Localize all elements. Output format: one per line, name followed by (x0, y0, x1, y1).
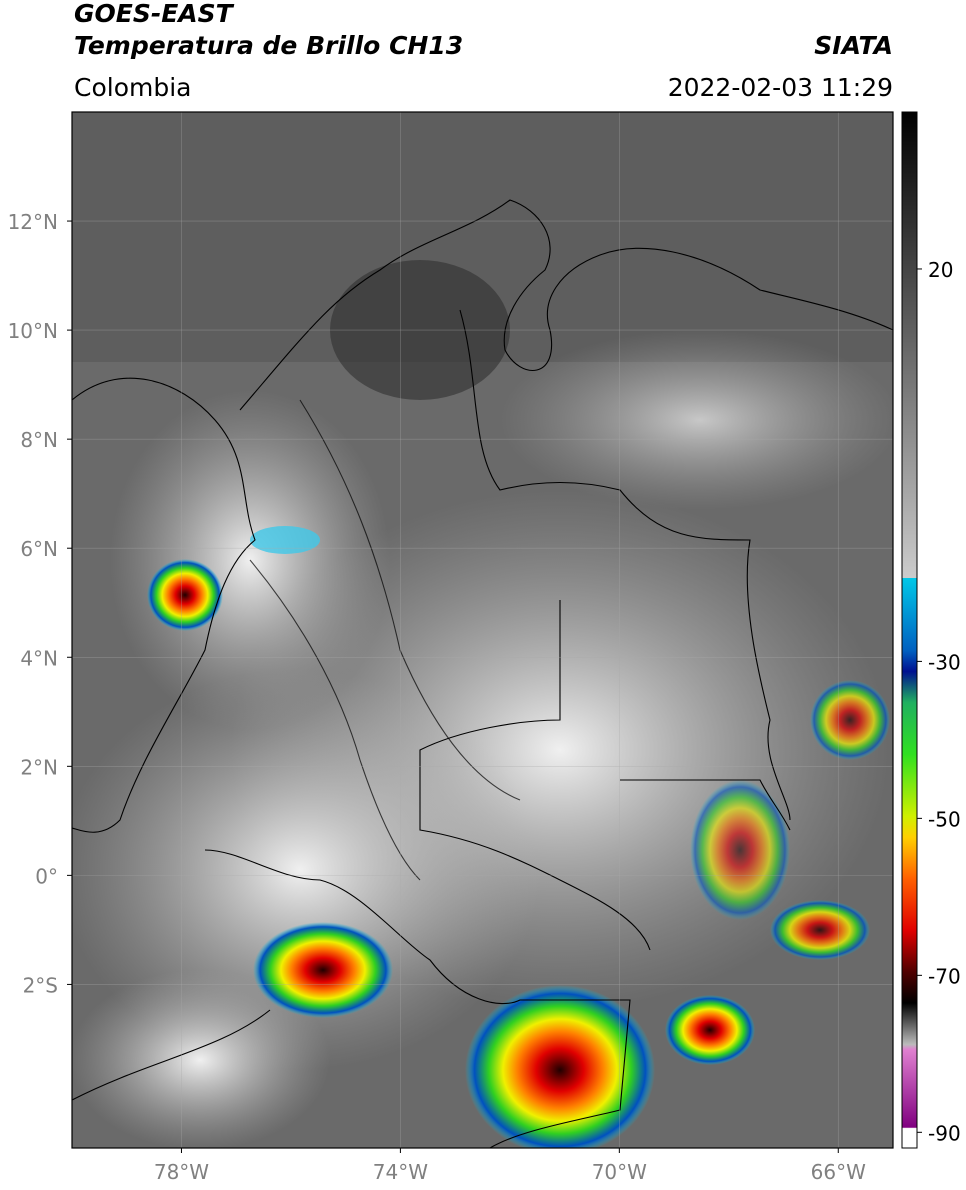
title: GOES-EAST (74, 0, 235, 28)
y-tick-label: 8°N (20, 428, 58, 452)
x-tick-label: 70°W (592, 1160, 647, 1184)
y-tick-label: 2°N (20, 755, 58, 779)
x-tick-label: 74°W (373, 1160, 428, 1184)
colorbar (901, 111, 918, 1149)
colorbar-tick-label: -90 (928, 1121, 961, 1145)
x-tick-label: 66°W (811, 1160, 866, 1184)
datetime: 2022-02-03 11:29 (668, 73, 893, 102)
y-tick-label: 12°N (8, 210, 58, 234)
gridlines (72, 112, 893, 1148)
y-tick-label: 10°N (8, 319, 58, 343)
y-tick-label: 2°S (23, 973, 58, 997)
y-tick-label: 0° (35, 864, 58, 888)
map-frame (71, 111, 894, 1149)
y-tick-label: 6°N (20, 537, 58, 561)
subtitle: Temperatura de Brillo CH13 (74, 31, 463, 60)
storms (147, 526, 890, 1148)
colorbar-tick-label: -50 (928, 807, 961, 831)
x-tick-label: 78°W (154, 1160, 209, 1184)
colorbar-tick-label: -30 (928, 650, 961, 674)
borders (72, 199, 893, 1148)
colorbar-tick-label: -70 (928, 964, 961, 988)
clouds (72, 260, 893, 1148)
colorbar-tick-label: 20 (928, 258, 953, 282)
source: SIATA (814, 31, 893, 60)
region: Colombia (74, 73, 191, 102)
satellite-image (72, 112, 893, 1148)
y-tick-label: 4°N (20, 646, 58, 670)
